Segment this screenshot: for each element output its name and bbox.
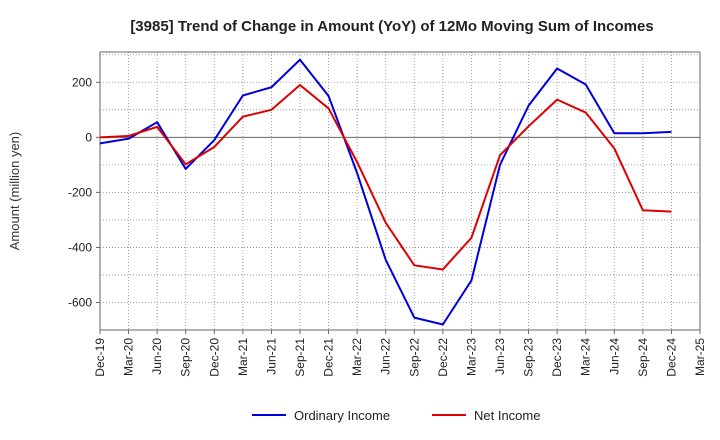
plot-area: 200 0 -200 -400 -600 Dec-19 Mar-20 Jun-20 Sep-20… (68, 51, 707, 377)
x-tick-label: Sep-24 (636, 338, 650, 377)
y-tick-label: -600 (68, 295, 92, 309)
x-tick-label: Sep-23 (522, 338, 536, 377)
chart-title: [3985] Trend of Change in Amount (YoY) o… (130, 18, 653, 35)
x-tick-label: Sep-22 (407, 338, 421, 377)
legend-label: Ordinary Income (294, 408, 390, 423)
x-tick-label: Jun-20 (150, 338, 164, 375)
plot-frame (99, 51, 701, 331)
x-tick-label: Jun-21 (264, 338, 278, 375)
y-tick-label: 200 (72, 75, 92, 89)
x-tick-label: Mar-24 (579, 338, 593, 376)
x-tick-label: Mar-22 (350, 338, 364, 376)
y-tick-label: 0 (85, 130, 92, 144)
series-line-net-income (99, 84, 672, 271)
x-tick-label: Jun-24 (607, 338, 621, 375)
x-tick-label: Dec-21 (322, 338, 336, 377)
x-tick-label: Dec-19 (93, 338, 107, 377)
x-tick-label: Jun-23 (493, 338, 507, 375)
x-tick-label: Mar-21 (236, 338, 250, 376)
x-tick-label: Sep-20 (179, 338, 193, 377)
y-tick-label: -400 (68, 240, 92, 254)
x-tick-label: Dec-22 (436, 338, 450, 377)
y-tick-label: -200 (68, 185, 92, 199)
x-tick-label: Sep-21 (293, 338, 307, 377)
x-tick-label: Dec-23 (550, 338, 564, 377)
y-axis-label: Amount (million yen) (7, 132, 22, 251)
legend: Ordinary Income Net Income (252, 408, 540, 423)
x-tick-label: Mar-23 (464, 338, 478, 376)
plot-background (100, 52, 700, 330)
x-tick-label: Dec-24 (664, 338, 678, 377)
x-tick-label: Mar-20 (122, 338, 136, 376)
x-tick-label: Mar-25 (693, 338, 707, 376)
x-tick-label: Dec-20 (207, 338, 221, 377)
legend-label: Net Income (474, 408, 540, 423)
x-tick-label: Jun-22 (379, 338, 393, 375)
